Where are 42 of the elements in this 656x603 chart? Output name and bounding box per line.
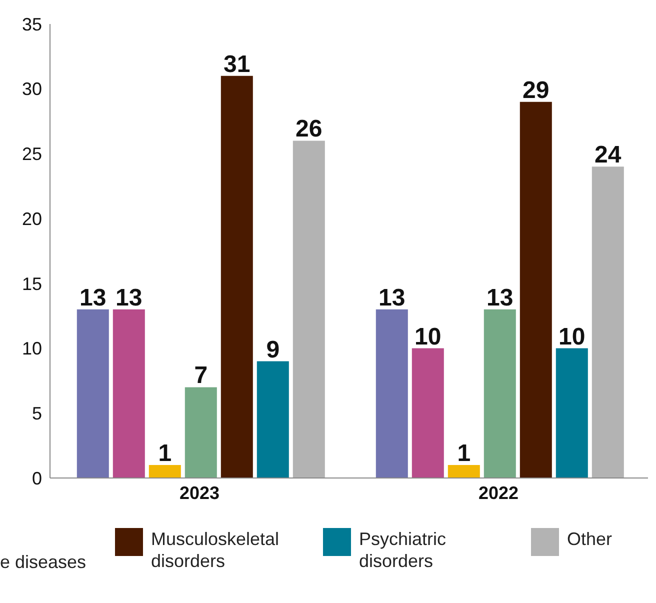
legend-label: Psychiatric disorders — [359, 528, 448, 572]
data-label: 13 — [378, 284, 406, 312]
y-tick-label: 35 — [22, 14, 42, 34]
bar — [148, 465, 181, 478]
bar — [292, 140, 325, 478]
bar — [376, 309, 408, 478]
y-tick-label: 5 — [32, 404, 42, 424]
bar — [412, 348, 444, 478]
data-label: 1 — [457, 440, 471, 468]
bar — [484, 309, 516, 478]
data-label: 10 — [414, 323, 442, 350]
data-label: 31 — [224, 50, 250, 78]
bar — [592, 166, 624, 478]
data-label: 10 — [558, 323, 586, 350]
bar — [520, 102, 552, 478]
bar — [76, 309, 109, 478]
data-label: 9 — [266, 336, 280, 364]
bar — [112, 309, 145, 478]
x-tick-label: 2022 — [478, 482, 519, 503]
text: e diseases — [0, 552, 86, 573]
data-label: 13 — [486, 284, 514, 312]
bar — [256, 361, 289, 478]
legend-label: Other — [567, 528, 614, 550]
y-tick-label: 10 — [22, 338, 42, 359]
y-tick-label: 25 — [22, 144, 42, 164]
data-label: 7 — [194, 362, 208, 390]
y-tick-label: 0 — [32, 468, 42, 488]
bar — [220, 76, 253, 478]
bar — [556, 348, 588, 478]
data-label: 26 — [296, 116, 322, 143]
data-label: 29 — [522, 76, 550, 104]
x-tick-label: 2023 — [179, 482, 220, 503]
bar — [448, 465, 480, 478]
legend-label: Musculoskeletal disorders — [151, 528, 280, 572]
data-label: 13 — [116, 284, 142, 312]
bar — [184, 387, 217, 478]
y-tick-label: 30 — [22, 79, 42, 100]
data-label: 13 — [80, 284, 106, 312]
y-tick-label: 15 — [22, 274, 42, 294]
data-label: 1 — [158, 440, 172, 468]
data-label: 24 — [594, 142, 622, 169]
y-tick-label: 20 — [22, 208, 42, 229]
